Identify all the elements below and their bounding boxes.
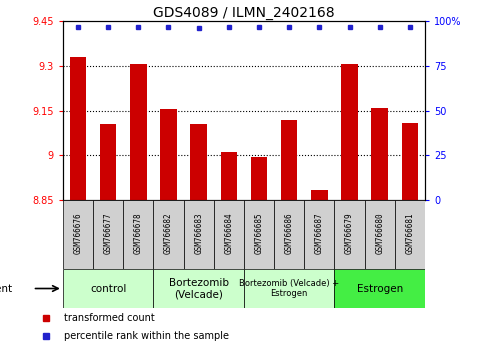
- Text: Bortezomib (Velcade) +
Estrogen: Bortezomib (Velcade) + Estrogen: [239, 279, 339, 298]
- Bar: [402, 122, 418, 200]
- Bar: [70, 57, 86, 200]
- Text: GSM766682: GSM766682: [164, 212, 173, 254]
- Bar: [221, 152, 237, 200]
- Bar: [311, 190, 327, 200]
- Bar: [100, 124, 116, 200]
- Bar: [184, 200, 213, 269]
- Bar: [244, 200, 274, 269]
- Text: GSM766684: GSM766684: [224, 212, 233, 254]
- Bar: [304, 200, 334, 269]
- Text: GSM766678: GSM766678: [134, 212, 143, 254]
- Text: transformed count: transformed count: [64, 313, 155, 323]
- Text: GSM766676: GSM766676: [73, 212, 83, 254]
- Bar: [281, 120, 298, 200]
- Text: GSM766681: GSM766681: [405, 212, 414, 254]
- Bar: [341, 64, 358, 200]
- Bar: [130, 64, 146, 200]
- Bar: [251, 157, 267, 200]
- Bar: [63, 269, 154, 308]
- Bar: [365, 200, 395, 269]
- Bar: [154, 200, 184, 269]
- Text: GSM766677: GSM766677: [103, 212, 113, 254]
- Bar: [371, 108, 388, 200]
- Bar: [244, 269, 334, 308]
- Text: Estrogen: Estrogen: [356, 284, 403, 293]
- Text: agent: agent: [0, 284, 12, 293]
- Bar: [334, 200, 365, 269]
- Text: control: control: [90, 284, 126, 293]
- Bar: [274, 200, 304, 269]
- Bar: [213, 200, 244, 269]
- Bar: [334, 269, 425, 308]
- Text: GSM766686: GSM766686: [284, 212, 294, 254]
- Text: GSM766679: GSM766679: [345, 212, 354, 254]
- Text: GSM766687: GSM766687: [315, 212, 324, 254]
- Text: GSM766680: GSM766680: [375, 212, 384, 254]
- Text: GSM766683: GSM766683: [194, 212, 203, 254]
- Bar: [123, 200, 154, 269]
- Bar: [160, 109, 177, 200]
- Bar: [93, 200, 123, 269]
- Text: percentile rank within the sample: percentile rank within the sample: [64, 331, 229, 341]
- Bar: [63, 200, 93, 269]
- Title: GDS4089 / ILMN_2402168: GDS4089 / ILMN_2402168: [153, 6, 335, 20]
- Bar: [395, 200, 425, 269]
- Bar: [154, 269, 244, 308]
- Text: GSM766685: GSM766685: [255, 212, 264, 254]
- Text: Bortezomib
(Velcade): Bortezomib (Velcade): [169, 278, 228, 299]
- Bar: [190, 124, 207, 200]
